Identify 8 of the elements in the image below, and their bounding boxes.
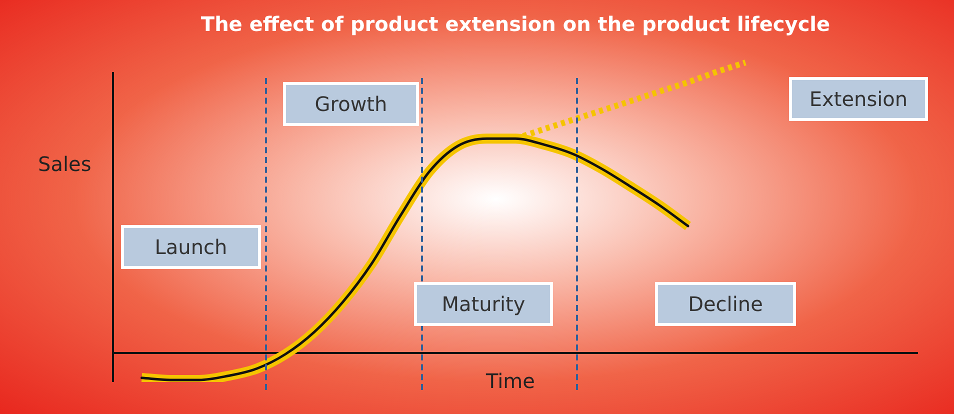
label-box: Growth [283,82,419,126]
y-axis-title: Sales [38,152,92,176]
x-axis-title: Time [486,369,535,393]
label-box: Extension [789,77,928,121]
label-box: Decline [655,282,796,326]
chart-title: The effect of product extension on the product lifecycle [200,12,830,36]
label-box: Launch [121,225,261,269]
label-box: Maturity [414,282,553,326]
